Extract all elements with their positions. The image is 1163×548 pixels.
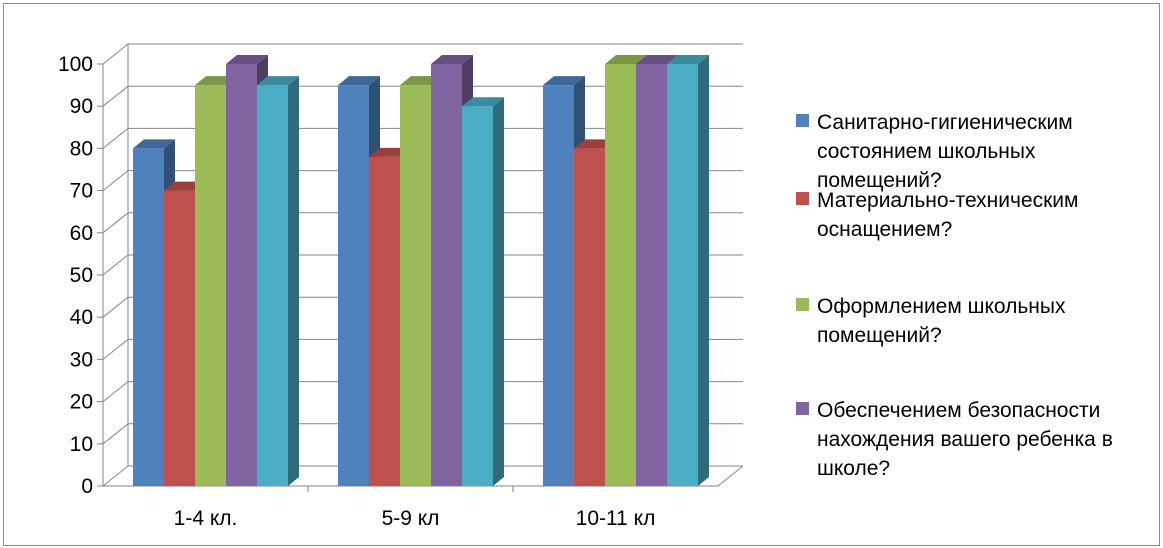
bar-top xyxy=(338,76,380,86)
legend-swatch xyxy=(796,114,809,127)
y-tick-label: 100 xyxy=(58,53,93,76)
side-gridline xyxy=(102,465,129,487)
side-gridline xyxy=(102,296,129,318)
y-tick-label: 70 xyxy=(70,180,93,203)
y-tick-label: 10 xyxy=(70,433,93,456)
side-gridline xyxy=(102,339,129,360)
bar xyxy=(369,156,400,486)
y-tick-label: 20 xyxy=(70,391,93,414)
legend-swatch xyxy=(796,192,809,205)
legend-item: Оформлением школьных помещений? xyxy=(796,292,1147,350)
bar-top xyxy=(543,76,585,86)
bar xyxy=(636,64,667,486)
bar xyxy=(462,106,493,486)
side-gridline xyxy=(102,85,129,107)
bar xyxy=(164,190,195,486)
bar xyxy=(195,85,226,486)
bar-side xyxy=(288,76,299,486)
legend-item: Санитарно-гигиеническим состоянием школь… xyxy=(796,108,1147,195)
legend-swatch xyxy=(796,402,809,415)
bar-top xyxy=(133,139,175,149)
y-tick-label: 80 xyxy=(70,137,93,160)
legend-label: Материально-техническим оснащением? xyxy=(817,189,1079,241)
x-tick-label: 5-9 кл xyxy=(382,507,440,530)
side-gridline xyxy=(102,254,129,276)
legend-label: Санитарно-гигиеническим состоянием школь… xyxy=(817,111,1073,192)
bar-top xyxy=(636,55,678,64)
y-tick-label: 60 xyxy=(70,222,93,245)
bar-top xyxy=(257,76,299,86)
bar-top xyxy=(667,55,709,64)
bar-side xyxy=(493,97,504,486)
bar-top xyxy=(605,55,647,64)
y-tick-label: 30 xyxy=(70,348,93,371)
side-gridline xyxy=(102,381,129,402)
y-tick-label: 50 xyxy=(70,264,93,287)
y-tick-label: 0 xyxy=(81,475,93,498)
y-tick-label: 90 xyxy=(70,95,93,118)
bar xyxy=(667,64,698,486)
legend-item: Материально-техническим оснащением? xyxy=(796,186,1147,244)
bar xyxy=(257,85,288,486)
x-tick-label: 10-11 кл xyxy=(576,507,656,530)
bar xyxy=(431,64,462,486)
bar-top xyxy=(226,55,268,64)
bar xyxy=(400,85,431,486)
bar xyxy=(338,85,369,486)
y-tick-label: 40 xyxy=(70,306,93,329)
legend-swatch xyxy=(796,298,809,311)
bar-top xyxy=(431,55,473,64)
bar xyxy=(605,64,636,486)
legend-item: Обеспечением безопасности нахождения ваш… xyxy=(796,396,1147,483)
side-gridline xyxy=(102,212,129,234)
x-tick-label: 1-4 кл. xyxy=(174,507,238,530)
legend-label: Обеспечением безопасности нахождения ваш… xyxy=(817,399,1113,480)
bar xyxy=(543,85,574,486)
bar xyxy=(574,148,605,486)
bar-side xyxy=(698,55,709,486)
side-gridline xyxy=(102,43,129,65)
floor-right-edge xyxy=(717,465,744,487)
bar xyxy=(133,148,164,486)
side-gridline xyxy=(102,170,129,191)
legend-label: Оформлением школьных помещений? xyxy=(817,295,1066,347)
bar-top xyxy=(462,97,504,107)
side-gridline xyxy=(102,128,129,149)
bar xyxy=(226,64,257,486)
side-gridline xyxy=(102,423,129,445)
